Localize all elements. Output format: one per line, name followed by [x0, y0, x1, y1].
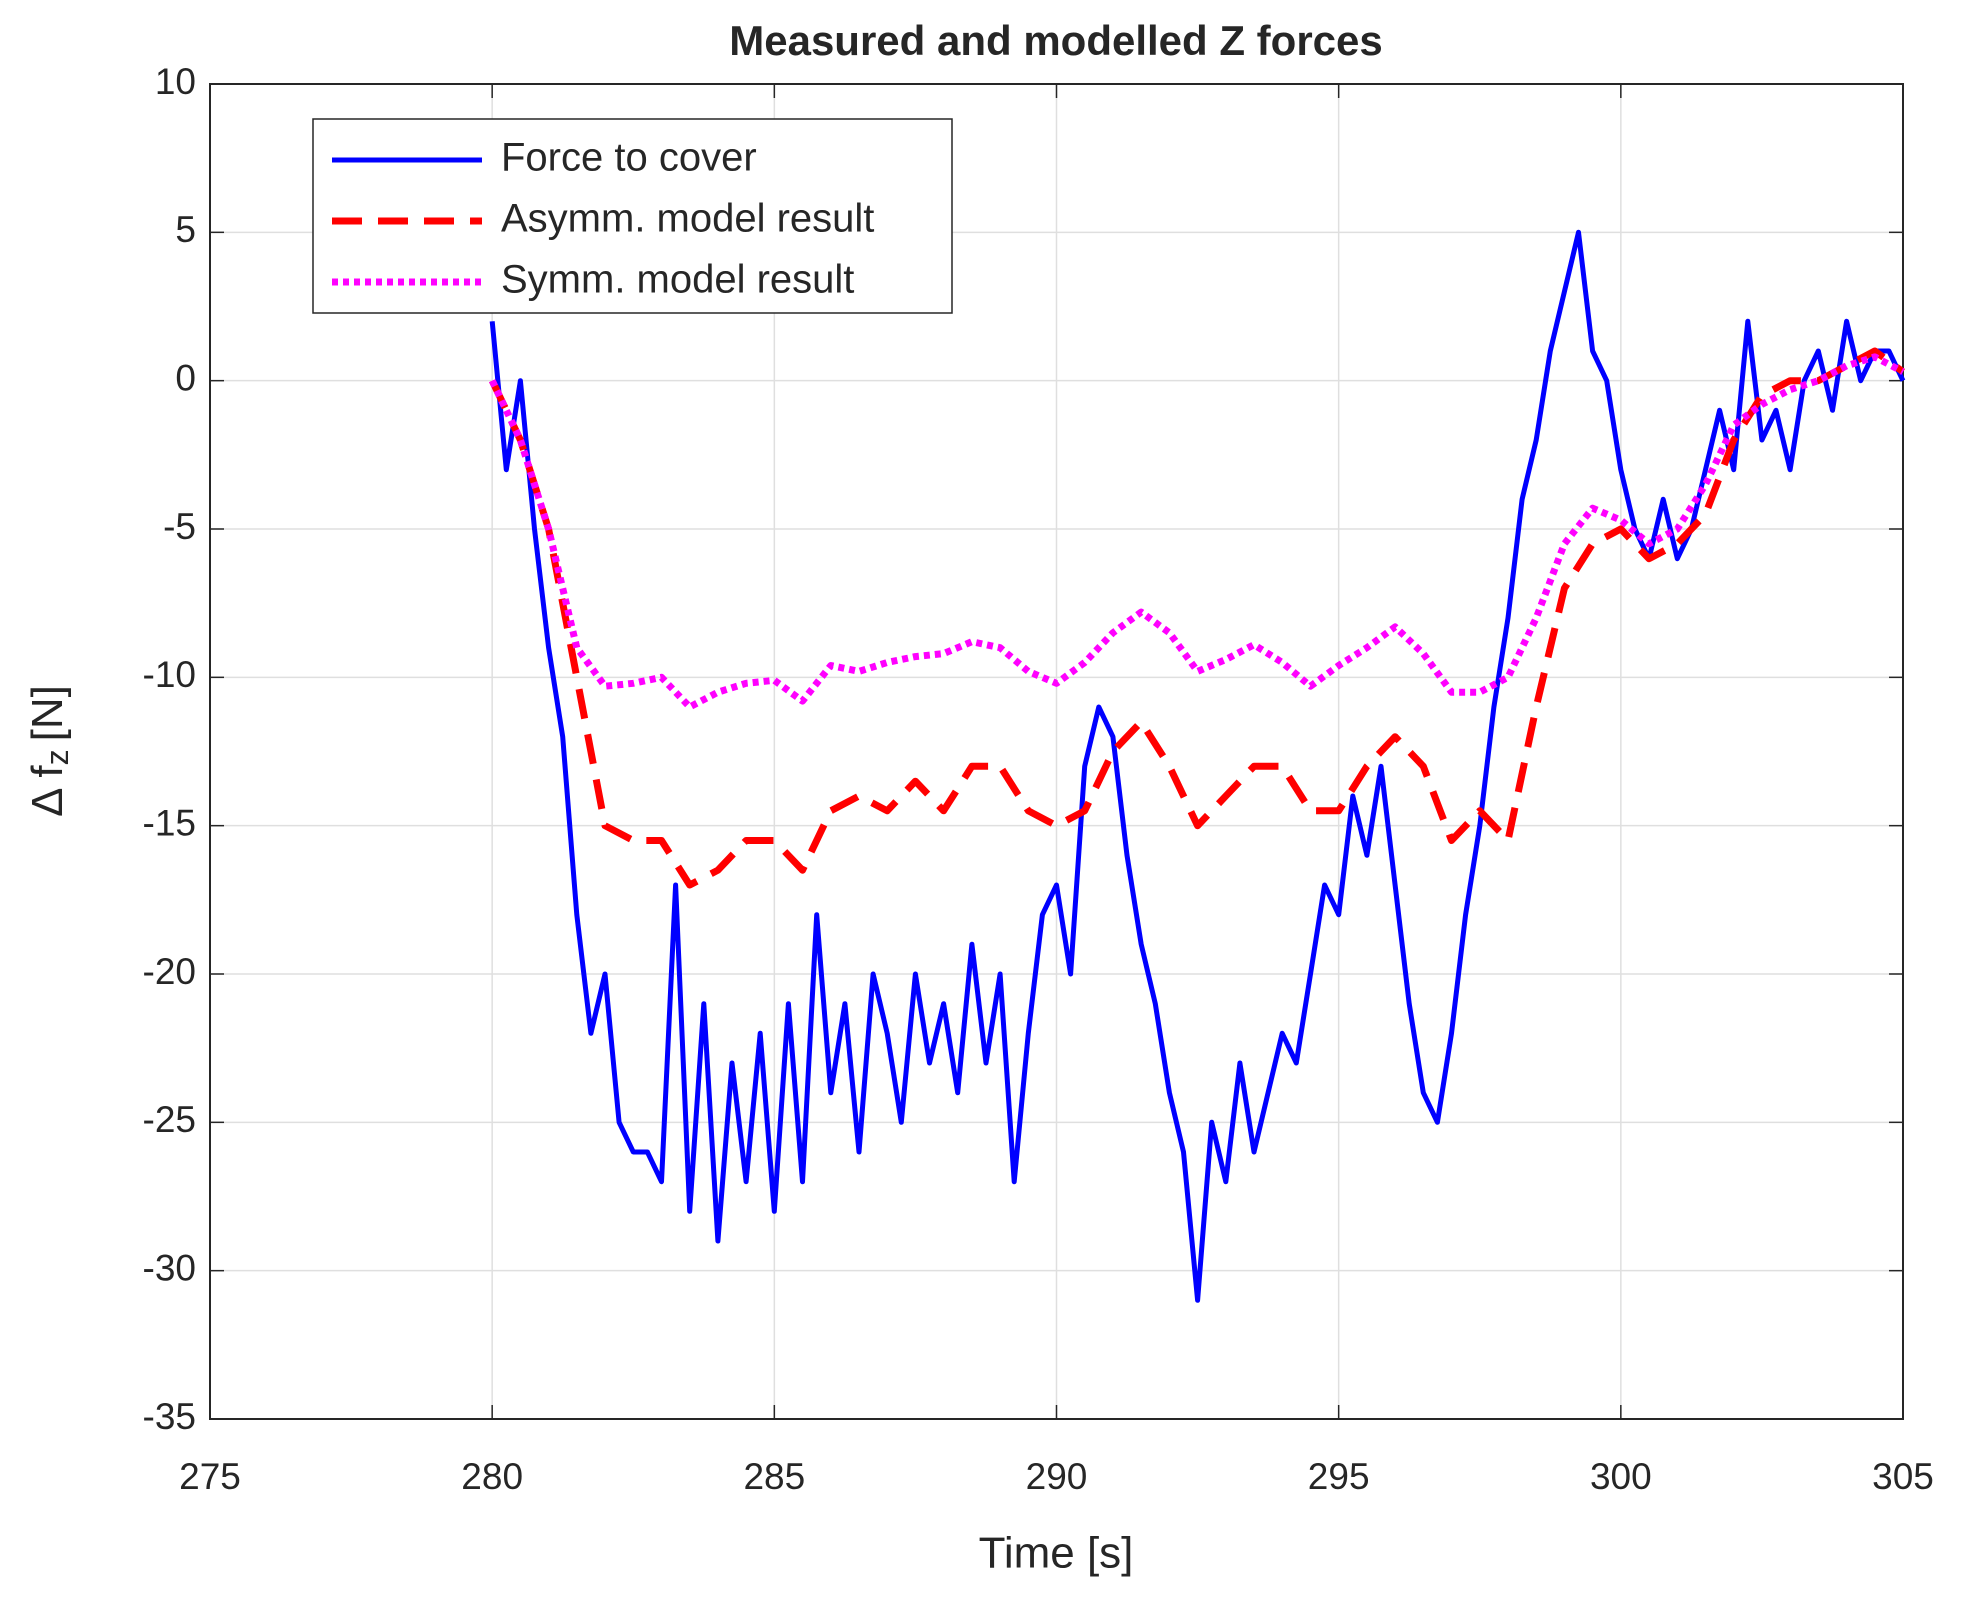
y-tick-label: -15 [143, 802, 196, 843]
y-tick-label: 10 [155, 61, 196, 102]
legend-label: Asymm. model result [501, 197, 874, 241]
y-tick-label: 0 [175, 357, 196, 398]
x-tick-label: 300 [1590, 1456, 1652, 1497]
x-tick-label: 285 [743, 1456, 805, 1497]
y-tick-label: -20 [143, 951, 196, 992]
y-label-unit: [N] [23, 685, 72, 741]
series-line [489, 353, 1905, 711]
legend-label: Symm. model result [501, 258, 854, 302]
plot-frame [209, 83, 1904, 1420]
x-tick-label: 295 [1308, 1456, 1370, 1497]
x-axis-label: Time [s] [979, 1529, 1134, 1578]
series-line [489, 229, 1906, 1303]
chart-title: Measured and modelled Z forces [729, 17, 1383, 64]
x-tick-label: 290 [1026, 1456, 1088, 1497]
y-tick-label: -25 [143, 1099, 196, 1140]
x-tick-label: 280 [461, 1456, 523, 1497]
x-tick-label: 275 [179, 1456, 241, 1497]
legend-label: Force to cover [501, 136, 757, 180]
y-axis-label: Δ fz [N] [23, 685, 76, 817]
y-tick-label: 5 [175, 209, 196, 250]
y-tick-label: -10 [143, 654, 196, 695]
series-line [489, 347, 1906, 889]
y-tick-label: -5 [163, 506, 196, 547]
y-label-sub: z [39, 749, 75, 765]
y-tick-label: -30 [143, 1247, 196, 1288]
x-tick-label: 305 [1872, 1456, 1934, 1497]
y-label-main: Δ f [23, 765, 72, 817]
y-tick-label: -35 [143, 1396, 196, 1437]
legend-box [312, 118, 953, 314]
